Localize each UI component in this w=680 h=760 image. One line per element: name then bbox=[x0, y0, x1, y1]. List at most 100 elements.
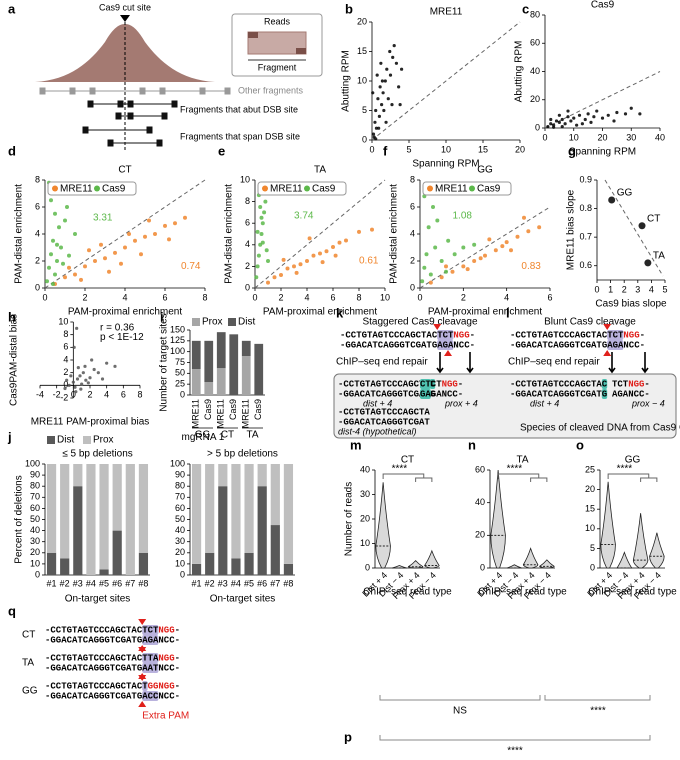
y-tick-label: -2 bbox=[60, 392, 68, 402]
point bbox=[333, 253, 338, 258]
y-tick-label: 0 bbox=[63, 380, 68, 390]
x-tick-label: 0 bbox=[542, 132, 547, 142]
bar-segment bbox=[218, 486, 228, 575]
point bbox=[382, 108, 386, 113]
point bbox=[318, 251, 322, 256]
y-axis-label: PAM-distal enrichment bbox=[14, 184, 25, 284]
point bbox=[439, 275, 444, 280]
span-label: Fragments that span DSB site bbox=[180, 131, 300, 141]
point bbox=[324, 249, 329, 254]
panel-letter: k bbox=[336, 305, 344, 320]
sequence: T bbox=[142, 681, 148, 691]
bar-segment bbox=[229, 334, 239, 395]
seq-highlight bbox=[607, 330, 624, 340]
y-tick-label: 15 bbox=[357, 46, 367, 56]
sequence: - bbox=[470, 330, 475, 340]
x-tick-label: MRE11 bbox=[216, 399, 226, 428]
panel-letter: a bbox=[8, 1, 16, 16]
y-tick-label: 0 bbox=[35, 282, 40, 292]
y-tick-label: 90 bbox=[175, 469, 185, 479]
arrow bbox=[641, 352, 649, 374]
x-tick-label: 2 bbox=[622, 284, 627, 294]
bar-segment bbox=[125, 464, 135, 575]
point bbox=[311, 253, 316, 258]
y-axis-label: Number of target sites bbox=[159, 313, 170, 411]
other-label: Other fragments bbox=[238, 85, 304, 95]
y-axis-label: Abutting RPM bbox=[514, 41, 525, 103]
y-tick-label: 6 bbox=[63, 342, 68, 352]
species-label: dist + 4 bbox=[363, 398, 392, 408]
fragment-label: Fragment bbox=[258, 62, 297, 72]
point bbox=[63, 218, 67, 223]
point bbox=[153, 232, 157, 236]
point bbox=[560, 124, 564, 129]
point bbox=[606, 113, 610, 117]
sequence: -CCTGTAGTCCCAGCTAC bbox=[45, 653, 143, 663]
point-label: CT bbox=[647, 213, 660, 224]
point bbox=[139, 252, 143, 257]
point bbox=[420, 279, 425, 284]
bar-segment bbox=[73, 464, 83, 487]
cut-marker bbox=[444, 350, 452, 356]
point bbox=[563, 122, 567, 126]
seq-highlight bbox=[437, 330, 454, 340]
sequence: - bbox=[644, 379, 649, 389]
annotation: p < 1E-12 bbox=[100, 332, 144, 343]
comparison-bracket bbox=[379, 735, 651, 741]
y-tick-label: 40 bbox=[530, 66, 540, 76]
point bbox=[435, 218, 440, 223]
violin-body bbox=[522, 547, 539, 569]
point bbox=[644, 259, 652, 267]
y-tick-label: 40 bbox=[30, 525, 40, 535]
sequence: TCT bbox=[142, 625, 159, 635]
point bbox=[69, 374, 73, 378]
point bbox=[292, 264, 296, 269]
y-tick-label: 2 bbox=[63, 367, 68, 377]
x-tick-label: 4 bbox=[504, 292, 509, 302]
y-tick-label: 60 bbox=[175, 503, 185, 513]
y-tick-label: 90 bbox=[30, 469, 40, 479]
seq-highlight bbox=[601, 379, 608, 389]
x-tick-label: 0 bbox=[71, 390, 76, 400]
legend-label: Prox bbox=[93, 435, 114, 446]
y-tick-label: 125 bbox=[170, 335, 185, 345]
sequence: -CCTGTAGTCCCAGCTAC bbox=[45, 681, 143, 691]
y-tick-label: 0 bbox=[590, 562, 595, 572]
comparison-label: **** bbox=[590, 706, 606, 717]
sequence: - bbox=[175, 653, 180, 663]
point bbox=[357, 229, 361, 234]
x-tick-label: 8 bbox=[137, 390, 142, 400]
y-tick-label: 100 bbox=[170, 458, 185, 468]
point bbox=[92, 367, 96, 372]
y-tick-label: 100 bbox=[25, 458, 40, 468]
bar-segment bbox=[257, 486, 267, 575]
bar-segment bbox=[60, 464, 70, 559]
reference-line bbox=[544, 71, 661, 129]
seq-highlight bbox=[601, 389, 608, 399]
point bbox=[279, 273, 283, 278]
bar-segment bbox=[257, 464, 267, 487]
y-axis-label: Abutting RPM bbox=[341, 50, 352, 112]
point bbox=[487, 237, 492, 242]
legend-label: Cas9 bbox=[477, 184, 501, 195]
point bbox=[392, 44, 396, 48]
seq-highlight bbox=[142, 653, 159, 663]
x-axis-label: ChIP–seq read type bbox=[363, 587, 452, 598]
panel-letter: m bbox=[350, 437, 362, 452]
significance-bracket bbox=[382, 473, 433, 482]
annotation: 3.74 bbox=[294, 210, 314, 221]
y-tick-label: 10 bbox=[357, 75, 367, 85]
point bbox=[96, 371, 100, 375]
x-tick-label: #1 bbox=[192, 578, 202, 588]
point bbox=[285, 266, 290, 271]
x-tick-label: 6 bbox=[162, 292, 167, 302]
y-tick-label: 20 bbox=[175, 547, 185, 557]
point bbox=[375, 73, 379, 77]
point bbox=[55, 242, 59, 247]
y-tick-label: 20 bbox=[30, 547, 40, 557]
point bbox=[73, 232, 77, 236]
sequence: TCT bbox=[437, 330, 454, 340]
repair-label: ChIP–seq end repair bbox=[336, 357, 428, 368]
row-label: GG bbox=[22, 686, 38, 697]
